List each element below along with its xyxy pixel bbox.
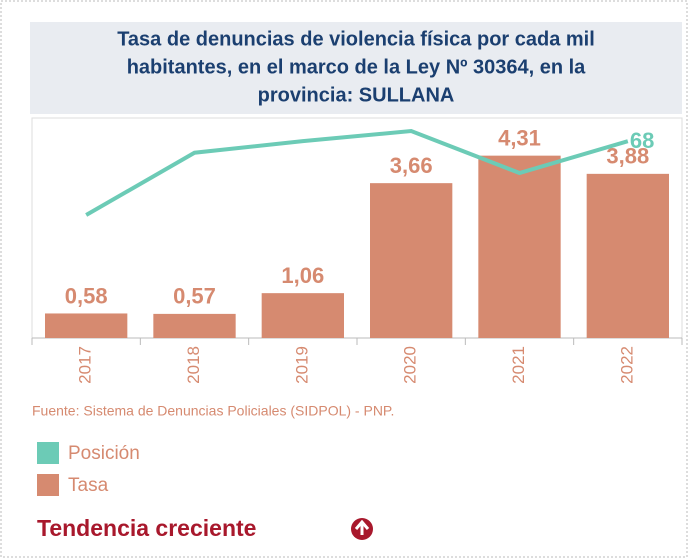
trend-icon — [351, 518, 373, 540]
legend-swatch — [37, 442, 59, 464]
source: Fuente: Sistema de Denuncias Policiales … — [32, 403, 394, 419]
bar — [45, 313, 128, 338]
x-tick-label: 2021 — [509, 346, 528, 384]
chart-title: habitantes, en el marco de la Ley Nº 303… — [127, 56, 586, 78]
line — [85, 128, 629, 217]
legend-label: Tasa — [68, 475, 109, 496]
data-label: 68 — [630, 128, 654, 153]
bar — [586, 173, 669, 338]
x-tick-label: 2020 — [401, 346, 420, 384]
x-tick-label: 2018 — [184, 346, 203, 384]
data-label: 3,66 — [390, 153, 433, 178]
x-tick-label: 2022 — [617, 346, 636, 384]
trend-text: Tendencia creciente — [37, 515, 256, 541]
legend-label: Posición — [68, 443, 140, 464]
bar — [153, 313, 236, 338]
legend-swatch — [37, 474, 59, 496]
chart-title: Tasa de denuncias de violencia física po… — [117, 28, 595, 50]
plot-frame — [31, 117, 683, 339]
data-label: 0,57 — [173, 284, 216, 309]
title-box — [30, 22, 682, 114]
bar — [478, 155, 561, 338]
data-label: 0,58 — [65, 283, 108, 308]
bar — [261, 293, 344, 338]
x-tick-label: 2017 — [76, 346, 95, 384]
data-label: 3,88 — [606, 144, 649, 169]
chart-title: provincia: SULLANA — [258, 84, 455, 106]
x-tick-label: 2019 — [292, 346, 311, 384]
bar — [370, 183, 453, 338]
data-label: 1,06 — [281, 263, 324, 288]
data-label: 4,31 — [498, 125, 541, 150]
